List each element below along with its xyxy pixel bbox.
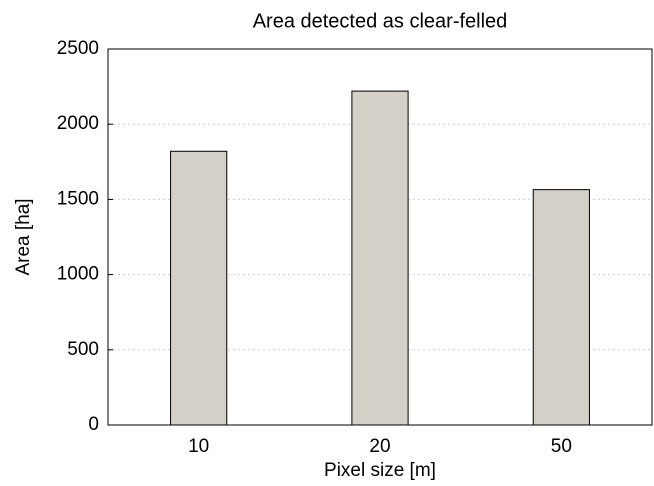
- bar: [170, 150, 228, 426]
- bar: [532, 189, 590, 426]
- y-tick-label: 1000: [57, 264, 99, 285]
- y-tick-label: 2000: [57, 113, 99, 134]
- plot-frame: [107, 48, 653, 426]
- y-axis-label: Area [ha]: [13, 198, 34, 275]
- y-tick-label: 500: [67, 339, 99, 360]
- x-tick-label: 10: [188, 436, 209, 457]
- chart-title: Area detected as clear-felled: [253, 10, 508, 32]
- x-axis-label: Pixel size [m]: [324, 460, 436, 481]
- x-tick-label: 50: [551, 436, 572, 457]
- y-tick-label: 0: [88, 414, 99, 435]
- y-tick-label: 1500: [57, 188, 99, 209]
- y-tick-label: 2500: [57, 38, 99, 59]
- bar: [351, 90, 409, 426]
- x-tick-label: 20: [369, 436, 390, 457]
